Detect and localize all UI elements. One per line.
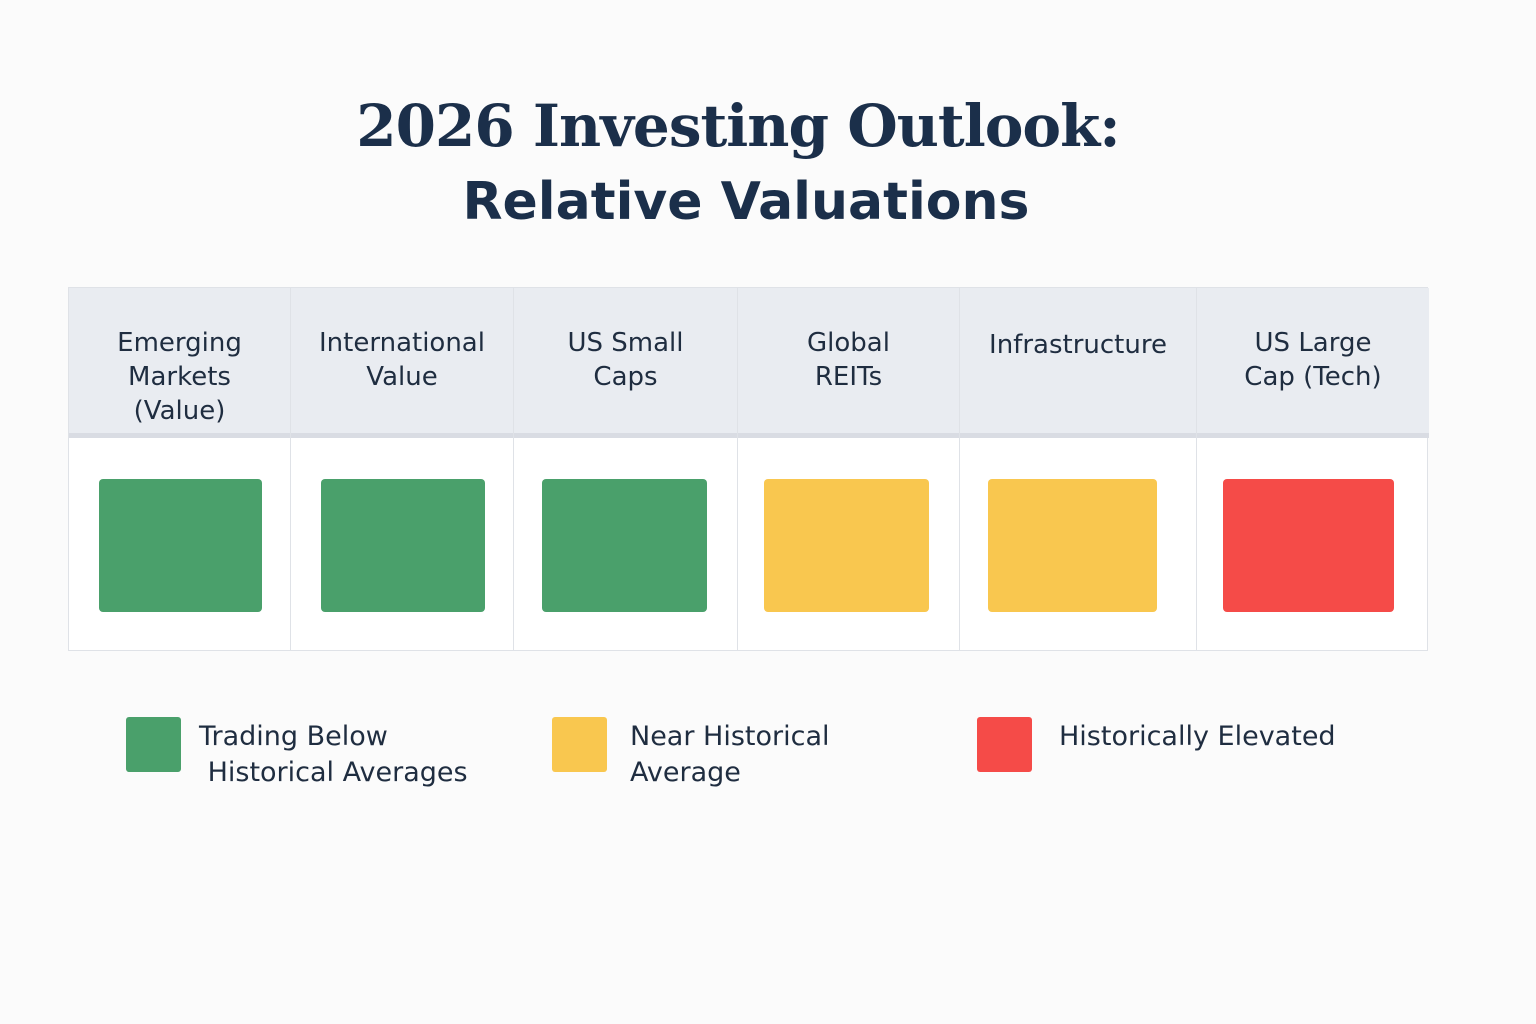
column-header: US Large Cap (Tech) — [1197, 288, 1429, 438]
column-header-line: Infrastructure — [989, 330, 1167, 360]
column-header-line: International — [319, 328, 485, 358]
table-column: US Large Cap (Tech) — [1197, 288, 1429, 650]
valuation-swatch-near — [764, 479, 929, 612]
column-header-line: REITs — [814, 362, 883, 392]
column-header-line: Emerging — [117, 328, 242, 358]
legend-swatch — [552, 717, 607, 772]
column-header: Infrastructure — [960, 288, 1196, 438]
column-header-line: Caps — [593, 362, 658, 392]
legend-label: Trading Below Historical Averages — [199, 721, 468, 788]
table-column: US Small Caps — [514, 288, 738, 650]
legend-swatch — [977, 717, 1032, 772]
valuation-swatch-below — [321, 479, 485, 612]
column-header-line: Global — [807, 328, 890, 358]
valuation-swatch-near — [988, 479, 1157, 612]
valuation-swatch-below — [542, 479, 707, 612]
column-header-line: Value — [366, 362, 438, 392]
column-header: International Value — [291, 288, 513, 438]
column-header-line: US Small — [567, 328, 684, 358]
valuation-swatch-elevated — [1223, 479, 1394, 612]
legend-label: Historically Elevated — [1059, 721, 1336, 752]
column-header-line: US Large — [1254, 328, 1372, 358]
valuation-swatch-below — [99, 479, 262, 612]
column-header-line: Cap (Tech) — [1244, 362, 1382, 392]
legend-swatch — [126, 717, 181, 772]
column-header: Global REITs — [738, 288, 959, 438]
column-header-line: Markets — [128, 362, 231, 392]
table-column: Global REITs — [738, 288, 960, 650]
chart-subtitle: Relative Valuations — [462, 172, 1030, 232]
table-column: Emerging Markets (Value) — [69, 288, 291, 650]
valuation-table: Emerging Markets (Value) International Value… — [68, 287, 1429, 651]
column-header: Emerging Markets (Value) — [69, 288, 290, 438]
legend-label: Near Historical Average — [630, 721, 830, 788]
table-column: Infrastructure — [960, 288, 1197, 650]
chart-title: 2026 Investing Outlook: — [356, 92, 1120, 160]
column-header: US Small Caps — [514, 288, 737, 438]
table-column: International Value — [291, 288, 514, 650]
column-header-line: (Value) — [133, 396, 226, 426]
